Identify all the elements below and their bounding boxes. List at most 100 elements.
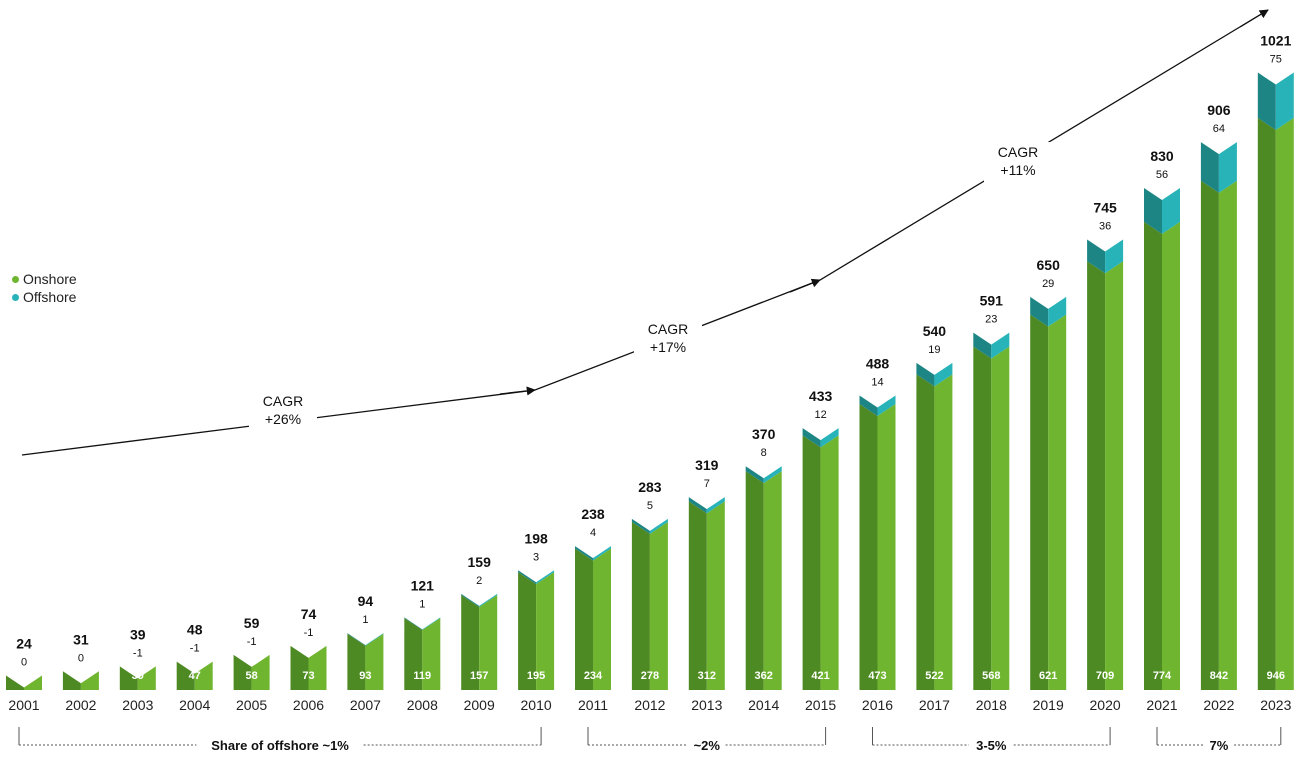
offshore-bar: [820, 428, 839, 448]
offshore-bar-side: [1030, 296, 1049, 327]
onshore-bar-side: [1200, 180, 1219, 691]
offshore-bar-side: [802, 428, 821, 448]
onshore-value-label: 47: [189, 670, 201, 682]
bar-2004: 47: [176, 661, 213, 690]
bar-2010: 195: [518, 570, 555, 690]
cagr-layer: CAGR +26% CAGR +17% CAGR +11%: [21, 9, 1269, 456]
offshore-bar: [422, 617, 441, 631]
bar-2016: 473: [859, 395, 896, 690]
cagr-label-bg: [984, 142, 1052, 182]
offshore-bar-side: [575, 546, 593, 561]
offshore-bar-side: [859, 395, 878, 416]
x-tick-label: 2016: [862, 697, 893, 713]
onshore-bar: [877, 403, 896, 690]
onshore-bar: [593, 548, 611, 690]
onshore-bar: [194, 661, 213, 690]
offshore-value-label: -1: [190, 643, 200, 655]
offshore-value-label: 1: [362, 614, 368, 626]
cagr-arrow-2: [789, 278, 821, 293]
x-tick-label: 2017: [919, 697, 950, 713]
offshore-bar-side: [461, 593, 480, 608]
bar-2009: 157: [461, 593, 498, 690]
x-tick-label: 2013: [691, 697, 722, 713]
onshore-value-label: 709: [1096, 670, 1114, 682]
offshore-bar-side: [973, 332, 992, 359]
cagr-annotation: CAGR +11%: [998, 144, 1038, 178]
x-tick-label: 2008: [407, 697, 438, 713]
onshore-bar-side: [176, 661, 195, 690]
onshore-bar-side: [6, 675, 24, 690]
offshore-bar: [1162, 188, 1180, 234]
onshore-bar: [934, 374, 953, 690]
onshore-bar: [706, 501, 725, 690]
offshore-value-label: 2: [476, 575, 482, 587]
onshore-value-label: 774: [1153, 670, 1172, 682]
total-value-label: 433: [809, 388, 833, 404]
offshore-bar: [1275, 72, 1294, 130]
onshore-bar: [1218, 180, 1237, 691]
onshore-value-label: 73: [302, 670, 314, 682]
offshore-bar: [593, 546, 611, 561]
legend-label-offshore: Offshore: [23, 289, 77, 305]
onshore-bar-side: [233, 654, 252, 690]
onshore-bar: [137, 666, 156, 690]
onshore-bar-side: [518, 572, 537, 690]
period-label: ~2%: [694, 738, 721, 753]
cagr-label-bg: [634, 319, 702, 359]
offshore-value-label: -1: [247, 636, 257, 648]
x-tick-label: 2005: [236, 697, 267, 713]
onshore-bar: [763, 471, 782, 690]
offshore-value-label: 1: [419, 598, 425, 610]
bar-2023: 946: [1257, 72, 1294, 690]
total-value-label: 1021: [1260, 33, 1291, 49]
onshore-bar-side: [1144, 221, 1162, 690]
total-value-label: 198: [524, 530, 548, 546]
legend-item-offshore: Offshore: [12, 288, 77, 306]
offshore-bar-side: [631, 518, 650, 534]
total-value-label: 48: [187, 622, 203, 638]
total-value-label: 745: [1093, 199, 1117, 215]
offshore-bar-side: [916, 362, 935, 387]
offshore-value-label: 36: [1099, 220, 1111, 232]
offshore-bar: [763, 466, 782, 484]
cagr-annotation: CAGR +17%: [648, 321, 688, 355]
bar-2005: 58: [233, 654, 270, 690]
onshore-bar-side: [745, 471, 764, 690]
cagr-arrow-3: [1239, 9, 1269, 28]
total-value-label: 650: [1037, 257, 1061, 273]
offshore-bar-side: [404, 617, 423, 631]
offshore-bar-side: [1257, 72, 1276, 130]
onshore-bar-side: [631, 521, 650, 690]
cagr-annotation: CAGR +26%: [263, 393, 303, 427]
period-label: 7%: [1210, 738, 1229, 753]
cagr-arrow-1: [499, 386, 536, 396]
total-value-label: 319: [695, 457, 719, 473]
total-value-label: 39: [130, 626, 146, 642]
bar-2021: 774: [1144, 188, 1180, 690]
onshore-value-label: 946: [1267, 670, 1285, 682]
offshore-bar: [1048, 296, 1067, 327]
onshore-value-label: 568: [982, 670, 1000, 682]
total-value-label: 121: [411, 577, 435, 593]
offshore-swatch: [12, 293, 19, 301]
onshore-bar-side: [461, 595, 480, 690]
offshore-bar-side: [1087, 239, 1106, 274]
bar-2008: 119: [404, 617, 441, 690]
bars-layer: 24 31 39 47 58 73 93 119 157 195 234 278 312 362 421 47…: [6, 72, 1294, 691]
offshore-value-label: 7: [704, 478, 710, 490]
bar-2015: 421: [802, 428, 839, 690]
legend: Onshore Offshore: [12, 270, 77, 306]
onshore-value-label: 362: [755, 670, 773, 682]
bar-2006: 73: [290, 645, 327, 690]
onshore-swatch: [12, 275, 19, 283]
onshore-value-label: 93: [359, 670, 371, 682]
onshore-bar-side: [1087, 261, 1106, 690]
x-tick-label: 2021: [1146, 697, 1177, 713]
total-value-label: 591: [980, 293, 1004, 309]
legend-item-onshore: Onshore: [12, 270, 77, 288]
offshore-bar-side: [1144, 188, 1162, 234]
period-bracket: 3-5%: [872, 727, 1111, 753]
onshore-bar: [991, 346, 1010, 690]
periods-layer: Share of offshore ~1% ~2% 3-5% 7%: [18, 727, 1282, 753]
